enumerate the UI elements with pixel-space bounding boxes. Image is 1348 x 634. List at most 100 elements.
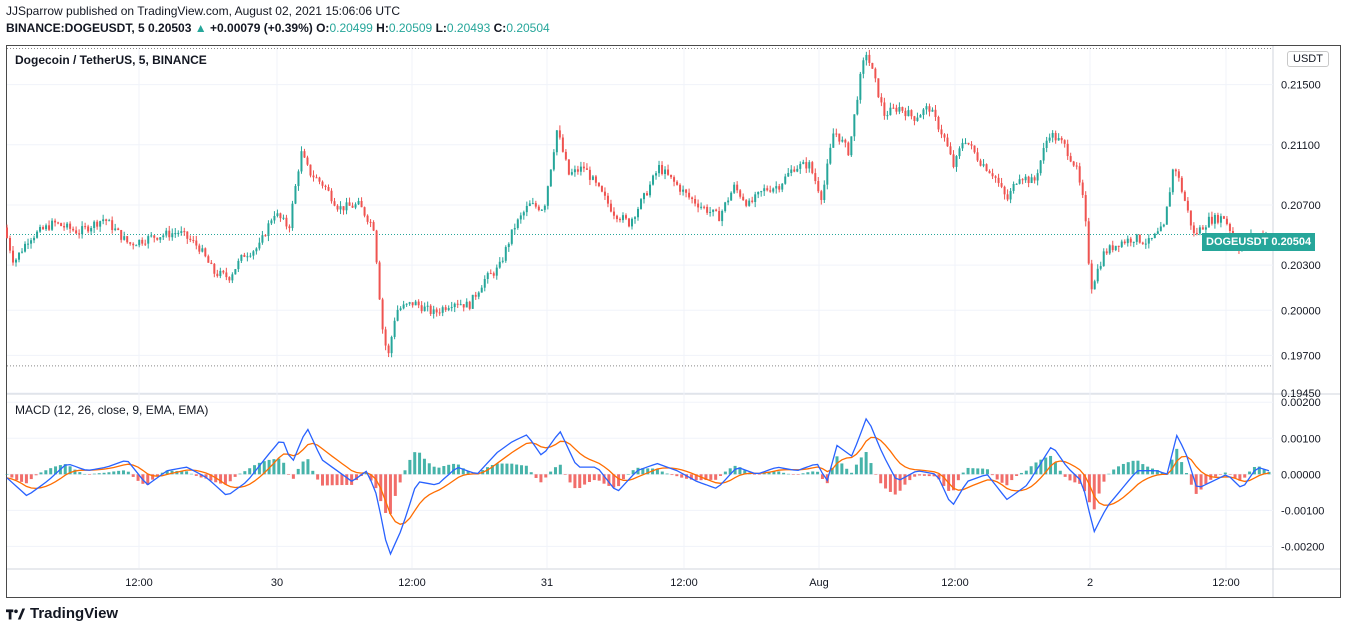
macd-histogram-bar [811, 471, 815, 475]
tradingview-logo[interactable]: TradingView [6, 605, 118, 622]
candle-body [847, 142, 850, 156]
candle-body [1102, 251, 1105, 267]
macd-line [6, 417, 1270, 556]
candle-body [1024, 176, 1027, 181]
candle-body [1033, 177, 1036, 181]
candle-body [159, 237, 162, 240]
macd-histogram-bar [505, 463, 509, 475]
candle-body [627, 218, 630, 227]
macd-histogram-bar [927, 474, 931, 477]
macd-histogram-bar [49, 468, 53, 475]
candle-body [243, 254, 246, 257]
candle-body [306, 157, 309, 165]
candle-body [165, 230, 168, 236]
macd-histogram-bar [553, 467, 557, 475]
candle-body [1114, 245, 1117, 251]
macd-histogram-bar [995, 474, 999, 480]
candle-body [724, 202, 727, 211]
candle-body [228, 277, 231, 281]
candle-body [859, 73, 862, 100]
candle-body [402, 304, 405, 309]
candle-body [1180, 177, 1183, 192]
macd-histogram-bar [767, 472, 771, 475]
candle-body [294, 186, 297, 204]
macd-histogram-bar [854, 464, 858, 475]
candle-body [781, 183, 784, 190]
high-value: 0.20509 [388, 21, 433, 35]
candle-body [141, 239, 144, 244]
candle-body [255, 248, 258, 252]
candle-body [522, 212, 525, 216]
candle-body [1126, 238, 1129, 244]
candle-body [1147, 238, 1150, 244]
candle-body [219, 270, 222, 277]
macd-histogram-bar [529, 472, 533, 475]
macd-histogram-bar [1267, 471, 1271, 475]
macd-histogram-bar [641, 468, 645, 475]
candle-body [895, 107, 898, 112]
candle-body [661, 165, 664, 175]
candle-body [444, 307, 447, 310]
macd-histogram-bar [112, 471, 116, 475]
macd-histogram-bar [563, 474, 567, 475]
macd-histogram-bar [665, 473, 669, 475]
macd-histogram-bar [301, 461, 305, 475]
candle-body [958, 148, 961, 157]
candle-body [1117, 245, 1120, 247]
candle-body [318, 177, 321, 182]
candle-body [249, 255, 252, 257]
macd-histogram-bar [937, 474, 941, 480]
candle-body [763, 188, 766, 192]
candle-body [354, 204, 357, 208]
candle-body [291, 203, 294, 229]
macd-histogram-bar [1010, 474, 1014, 481]
candle-body [426, 305, 429, 307]
macd-histogram-bar [1121, 463, 1125, 475]
candle-body [411, 302, 414, 306]
macd-histogram-bar [1063, 474, 1067, 477]
macd-histogram-bar [398, 474, 402, 483]
time-tick-label: Aug [809, 577, 829, 589]
macd-histogram-bar [189, 473, 193, 475]
candle-body [733, 184, 736, 193]
macd-histogram-bar [578, 474, 582, 488]
candle-body [87, 226, 90, 232]
macd-histogram-bar [5, 474, 9, 475]
candle-body [826, 163, 829, 185]
candle-body [688, 192, 691, 198]
candle-body [123, 236, 126, 240]
candle-body [640, 199, 643, 209]
macd-histogram-bar [743, 470, 747, 475]
currency-badge[interactable]: USDT [1287, 51, 1329, 67]
candle-body [988, 170, 991, 174]
candle-body [264, 235, 267, 237]
candle-body [267, 223, 270, 237]
candle-body [1012, 183, 1015, 191]
macd-histogram-bar [1112, 469, 1116, 475]
candle-body [808, 162, 811, 169]
macd-histogram-bar [864, 452, 868, 475]
candle-body [279, 213, 282, 219]
candle-body [618, 219, 621, 221]
candle-body [351, 205, 354, 208]
macd-histogram-bar [918, 474, 922, 476]
candle-body [339, 206, 342, 210]
candle-body [48, 225, 51, 230]
candle-body [633, 217, 636, 219]
macd-histogram-bar [1029, 466, 1033, 475]
macd-histogram-bar [364, 472, 368, 475]
macd-histogram-bar [209, 474, 213, 481]
candle-body [679, 184, 682, 192]
macd-histogram-bar [1126, 462, 1130, 475]
macd-histogram-bar [452, 463, 456, 475]
candle-body [643, 193, 646, 200]
candle-body [1225, 218, 1228, 225]
publish-info: JJSparrow published on TradingView.com, … [6, 4, 401, 18]
candle-body [345, 202, 348, 211]
candle-body [45, 225, 48, 230]
candle-body [655, 173, 658, 176]
candle-body [129, 242, 132, 244]
candle-body [276, 213, 279, 216]
macd-histogram-bar [238, 473, 242, 475]
